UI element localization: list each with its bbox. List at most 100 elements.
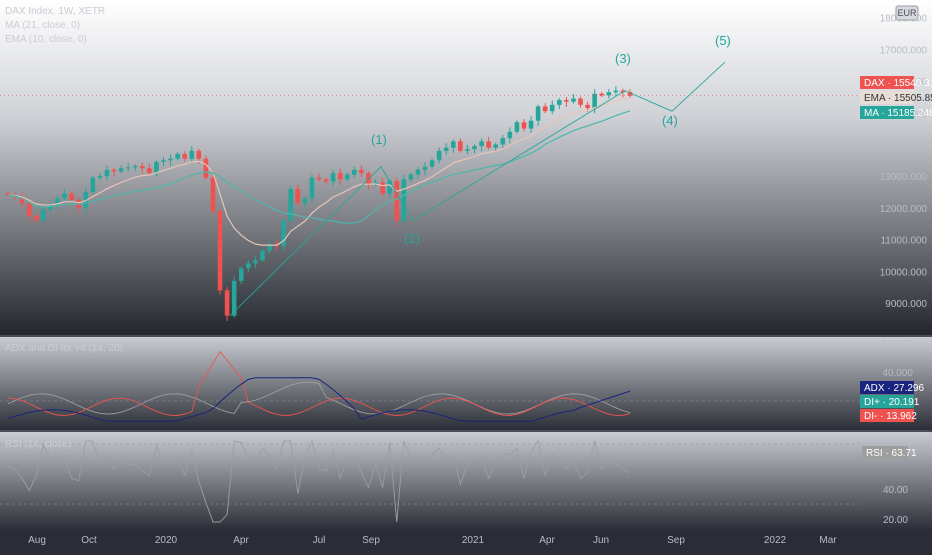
candle-body xyxy=(564,100,569,102)
price-axis-label: 13000.000 xyxy=(880,172,928,183)
candle-body xyxy=(330,173,336,182)
time-axis-label: Oct xyxy=(81,535,97,546)
candle-body xyxy=(238,268,244,281)
candle-body xyxy=(147,168,152,174)
candle-body xyxy=(323,179,329,182)
adx-pane[interactable] xyxy=(0,350,860,422)
candle-body xyxy=(592,93,597,109)
candle-body xyxy=(415,169,421,175)
main-legend-title[interactable]: DAX Index, 1W, XETR xyxy=(5,6,105,17)
dax-price-tag xyxy=(860,76,914,89)
candle-body xyxy=(161,160,166,162)
wave-label-5[interactable]: (5) xyxy=(715,33,731,48)
price-axis-label: 9000.000 xyxy=(885,299,927,310)
currency-badge[interactable] xyxy=(895,5,919,21)
candle-body xyxy=(422,166,428,170)
candle-body xyxy=(443,147,449,151)
price-axis-label: 14000.000 xyxy=(880,141,928,152)
ema-tag xyxy=(860,91,914,104)
time-axis-label: Mar xyxy=(819,535,837,546)
adx-line xyxy=(7,377,631,422)
candle-body xyxy=(210,177,216,212)
rsi-pane[interactable] xyxy=(0,439,860,523)
candle-body xyxy=(535,106,541,121)
candle-body xyxy=(578,98,583,105)
time-axis-label: Jul xyxy=(313,535,326,546)
di-plus-tag-text: DI+ · 20.191 xyxy=(864,397,920,408)
pane-divider[interactable] xyxy=(0,430,932,432)
candle-body xyxy=(507,131,513,139)
ema-line xyxy=(7,97,631,246)
adx-axis-label: 60.000 xyxy=(882,339,913,350)
candle-body xyxy=(571,98,576,102)
wave-label-3[interactable]: (3) xyxy=(615,51,631,66)
candle-body xyxy=(613,90,619,93)
adx-tag-text: ADX · 27.296 xyxy=(864,383,924,394)
time-axis-label: Apr xyxy=(233,535,249,546)
wave-label-4[interactable]: (4) xyxy=(662,113,678,128)
candle-body xyxy=(408,174,414,180)
candle-body xyxy=(450,141,456,148)
rsi-legend[interactable]: RSI (14, close) xyxy=(5,439,71,450)
candle-body xyxy=(295,188,301,204)
time-axis-label: Sep xyxy=(667,535,685,546)
candle-body xyxy=(458,141,463,151)
wave-label-2[interactable]: (2) xyxy=(404,231,420,246)
candle-body xyxy=(316,177,322,180)
adx-axis-label: 40.000 xyxy=(882,368,913,379)
candle-body xyxy=(436,150,442,161)
adx-legend[interactable]: ADX and DI for v4 (14, 20) xyxy=(5,343,123,354)
di-minus-line xyxy=(7,350,631,416)
candle-body xyxy=(139,166,145,169)
candle-body xyxy=(182,154,188,159)
currency-badge-label: EUR xyxy=(897,8,917,18)
candle-body xyxy=(168,158,173,161)
candle-body xyxy=(19,196,25,204)
candle-body xyxy=(309,177,315,199)
candle-body xyxy=(352,169,357,175)
rsi-axis-label: 40.00 xyxy=(883,485,908,496)
price-pane[interactable] xyxy=(0,61,860,321)
di-minus-tag xyxy=(860,409,914,422)
rsi-line xyxy=(7,439,631,523)
candle-body xyxy=(514,122,520,132)
candle-body xyxy=(359,169,364,174)
candle-body xyxy=(394,180,400,221)
adx-tag xyxy=(860,381,914,394)
candle-body xyxy=(26,203,32,216)
time-axis-label: Aug xyxy=(28,535,46,546)
candle-body xyxy=(479,141,484,147)
price-axis-label: 17000.000 xyxy=(880,45,928,56)
candle-body xyxy=(69,193,74,200)
candle-body xyxy=(62,193,67,199)
ema-legend[interactable]: EMA (10, close, 0) xyxy=(5,34,87,45)
candle-body xyxy=(55,198,60,205)
candle-body xyxy=(90,177,96,193)
candle-body xyxy=(33,215,39,221)
candle-body xyxy=(429,160,435,167)
candle-body xyxy=(260,250,265,261)
wave-label-1[interactable]: (1) xyxy=(371,132,387,147)
ma-legend[interactable]: MA (21, close, 0) xyxy=(5,20,80,31)
candle-body xyxy=(104,169,110,177)
candle-body xyxy=(217,211,223,291)
dax-price-tag-text: DAX · 15540.310 xyxy=(864,78,932,89)
pane-divider[interactable] xyxy=(0,335,932,337)
ma-line xyxy=(7,110,631,224)
time-axis-label: Jun xyxy=(593,535,609,546)
candle-body xyxy=(486,141,491,148)
main-pane-bg xyxy=(0,0,932,335)
candle-body xyxy=(189,150,195,159)
candle-body xyxy=(302,198,308,204)
candle-body xyxy=(387,180,392,194)
candle-body xyxy=(253,260,258,264)
candle-body xyxy=(97,176,103,178)
ma-tag-text: MA · 15185.248 xyxy=(864,108,932,119)
candle-body xyxy=(557,100,562,105)
ema-tag-text: EMA · 15505.857 xyxy=(864,93,932,104)
candle-body xyxy=(288,188,294,221)
adx-pane-bg xyxy=(0,337,932,430)
ma-tag xyxy=(860,106,914,119)
